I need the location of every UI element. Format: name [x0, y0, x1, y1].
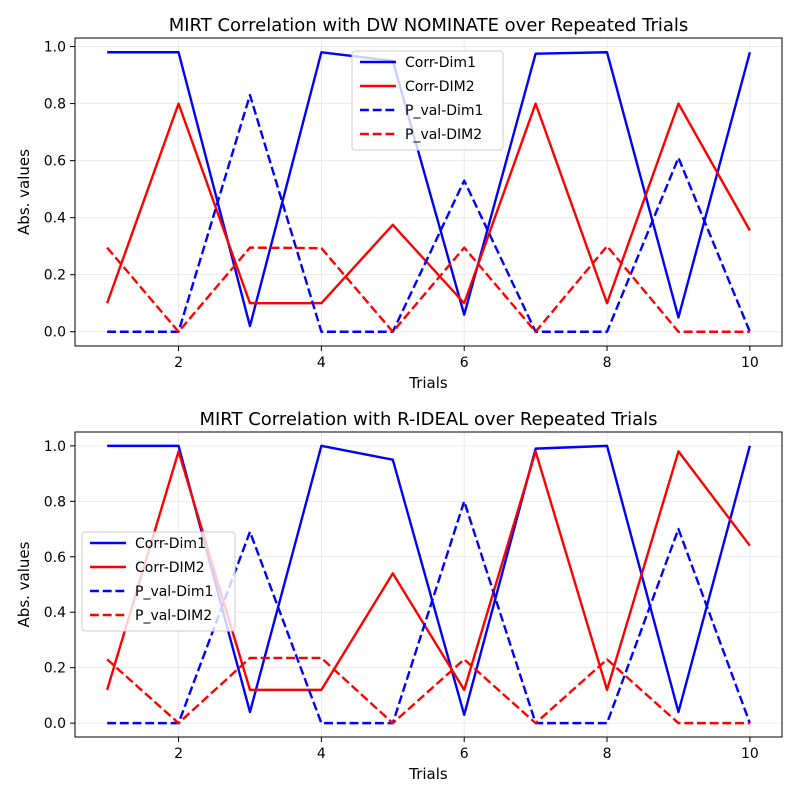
legend: Corr-Dim1 Corr-DIM2 P_val-Dim1 P_val-DIM…: [81, 531, 236, 632]
legend-label-pval-dim2: P_val-DIM2: [135, 608, 212, 624]
legend: Corr-Dim1 Corr-DIM2 P_val-Dim1 P_val-DIM…: [351, 50, 504, 151]
legend-label-pval-dim1: P_val-Dim1: [405, 103, 483, 119]
x-ticks: 2 4 6 8 10: [174, 737, 759, 762]
legend-box: [81, 531, 236, 632]
series-line-p-val-dim2: [106, 656, 750, 725]
plot-frame: [74, 37, 783, 347]
series-lines: [106, 51, 752, 333]
legend-label-corr-dim1: Corr-Dim1: [405, 55, 476, 71]
x-tick-label: 10: [741, 746, 759, 762]
legend-label-pval-dim1: P_val-Dim1: [135, 584, 213, 600]
x-axis-label: Trials: [408, 374, 448, 392]
chart-r-ideal: 2 4 6 8 10 0.0 0.2 0.4 0.6 0.8 1.0 MIRT Correlati…: [15, 409, 783, 783]
series-line-corr-dim1: [107, 51, 752, 328]
y-tick-label: 0.8: [44, 97, 66, 113]
x-tick-label: 2: [174, 746, 183, 762]
y-tick-label: 0.4: [44, 211, 66, 227]
y-tick-label: 0.4: [44, 605, 66, 621]
chart-title: MIRT Correlation with R-IDEAL over Repea…: [199, 409, 657, 430]
y-ticks: 0.0 0.2 0.4 0.6 0.8 1.0: [44, 439, 75, 732]
legend-label-pval-dim2: P_val-DIM2: [405, 127, 482, 143]
plot-frame: [74, 431, 783, 738]
y-tick-label: 0.2: [44, 268, 66, 284]
y-tick-label: 0.0: [44, 716, 66, 732]
x-tick-label: 4: [317, 746, 326, 762]
legend-label-corr-dim1: Corr-Dim1: [135, 536, 206, 552]
y-tick-label: 0.0: [44, 325, 66, 341]
chart-title: MIRT Correlation with DW NOMINATE over R…: [169, 15, 689, 36]
y-ticks: 0.0 0.2 0.4 0.6 0.8 1.0: [44, 40, 75, 341]
series-line-p-val-dim2: [106, 244, 750, 333]
y-tick-label: 0.8: [44, 494, 66, 510]
x-tick-label: 6: [460, 746, 469, 762]
chart-dw-nominate: 2 4 6 8 10 0.0 0.2 0.4 0.6 0.8 1.0 MIRT Correlati…: [15, 15, 783, 392]
x-tick-label: 8: [603, 355, 612, 371]
x-axis-label: Trials: [408, 765, 448, 783]
legend-label-corr-dim2: Corr-DIM2: [135, 560, 205, 576]
y-tick-label: 0.6: [44, 154, 66, 170]
y-axis-label: Abs. values: [15, 541, 33, 627]
y-tick-label: 1.0: [44, 439, 66, 455]
x-tick-label: 10: [741, 355, 759, 371]
y-tick-label: 1.0: [44, 40, 66, 56]
series-line-p-val-dim1: [107, 93, 751, 333]
x-ticks: 2 4 6 8 10: [174, 346, 759, 371]
x-tick-label: 2: [174, 355, 183, 371]
legend-box: [351, 50, 504, 151]
legend-label-corr-dim2: Corr-DIM2: [405, 79, 475, 95]
series-line-corr-dim2: [106, 102, 751, 305]
y-axis-label: Abs. values: [15, 149, 33, 235]
x-tick-label: 4: [317, 355, 326, 371]
y-tick-label: 0.6: [44, 550, 66, 566]
y-tick-label: 0.2: [44, 661, 66, 677]
x-tick-label: 8: [603, 746, 612, 762]
x-tick-label: 6: [460, 355, 469, 371]
